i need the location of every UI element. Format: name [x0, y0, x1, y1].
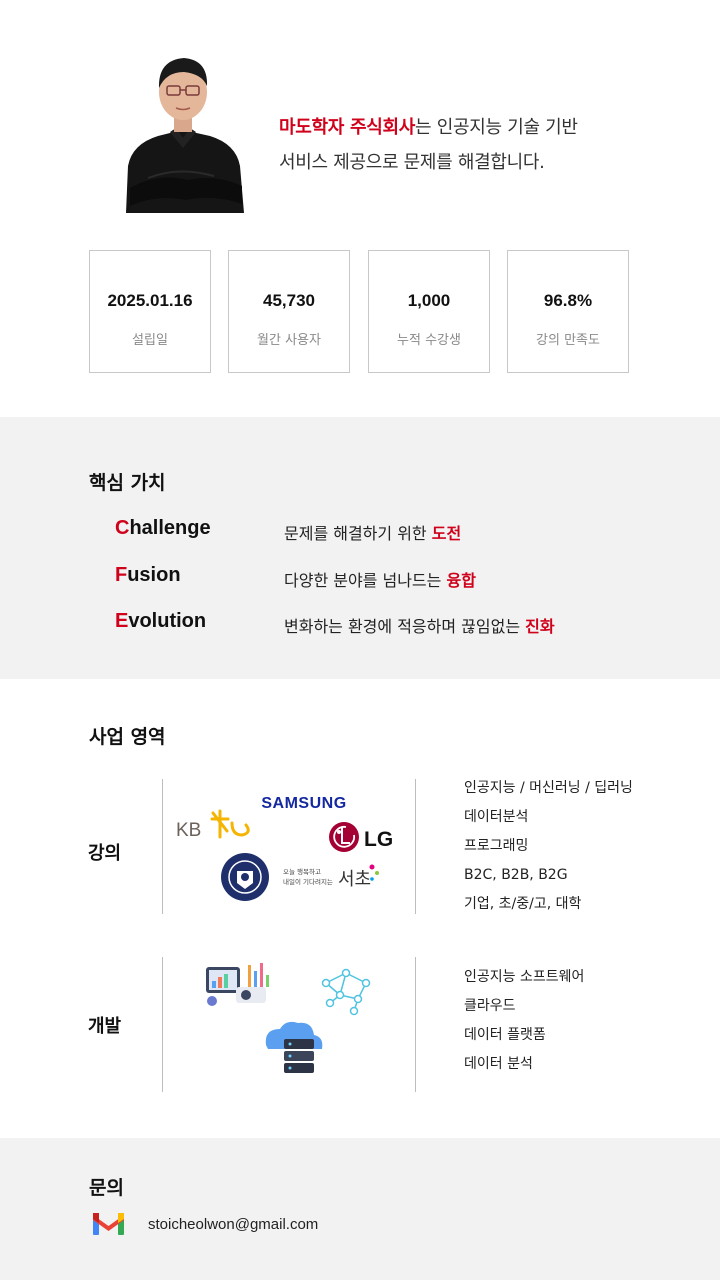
kb-logo: KB — [176, 820, 201, 841]
intro-line1: 는 인공지능 기술 기반 — [415, 117, 578, 138]
business-section: 사업 영역 강의 SAMSUNG KB LG 오늘 행복하 — [0, 679, 720, 1138]
divider — [415, 779, 416, 914]
value-initial: E — [115, 610, 129, 632]
dev-items: 인공지능 소프트웨어 클라우드 데이터 플랫폼 데이터 분석 — [464, 963, 584, 1079]
dev-item: 데이터 플랫폼 — [464, 1027, 546, 1043]
value-initial: F — [115, 564, 128, 586]
seocho-sparkle-icon — [369, 864, 379, 881]
stat-value: 45,730 — [263, 291, 315, 310]
stat-card-students: 1,000 누적 수강생 — [368, 250, 490, 373]
company-name: 마도학자 주식회사 — [279, 117, 416, 138]
samsung-logo: SAMSUNG — [261, 795, 346, 812]
seocho-slogan-1: 오늘 행복하고 — [283, 867, 321, 876]
stat-label: 설립일 — [132, 333, 168, 348]
stat-value: 96.8% — [543, 291, 593, 310]
value-rest: hallenge — [129, 517, 211, 539]
contact-title: 문의 — [89, 1177, 124, 1199]
stat-label: 월간 사용자 — [257, 333, 321, 348]
value-description: 변화하는 환경에 적응하며 끊임없는 진화 — [284, 613, 555, 637]
dev-label: 개발 — [88, 1016, 122, 1037]
value-description: 문제를 해결하기 위한 도전 — [284, 520, 461, 544]
lecture-items: 인공지능 / 머신러닝 / 딥러닝 데이터분석 프로그래밍 B2C, B2B, … — [464, 774, 633, 919]
dev-item: 데이터 분석 — [464, 1056, 533, 1072]
client-logos: SAMSUNG KB LG 오늘 행복하고 내일이 기다려지는 서초 — [176, 795, 393, 901]
stat-value: 1,000 — [407, 291, 451, 310]
seocho-logo: 서초 — [338, 869, 371, 890]
neural-network-icon — [321, 968, 371, 1016]
business-title: 사업 영역 — [89, 726, 166, 748]
gmail-icon — [93, 1213, 124, 1235]
lecture-item: 기업, 초/중/고, 대학 — [464, 896, 582, 912]
analytics-dashboard-icon — [206, 963, 269, 1006]
value-rest: volution — [128, 610, 207, 632]
stat-label: 강의 만족도 — [536, 333, 600, 348]
divider — [162, 779, 163, 914]
divider — [162, 957, 163, 1092]
value-word: Evolution — [115, 610, 206, 633]
contact-section: 문의 stoicheolwon@gmail.com — [0, 1138, 720, 1280]
value-desc-text: 다양한 분야를 넘나드는 — [284, 571, 447, 590]
stat-card-founded: 2025.01.16 설립일 — [89, 250, 211, 373]
dev-item: 클라우드 — [464, 998, 516, 1014]
stat-label: 누적 수강생 — [397, 333, 461, 348]
stat-value: 2025.01.16 — [107, 291, 193, 310]
lecture-label: 강의 — [88, 843, 122, 864]
intro-line2: 서비스 제공으로 문제를 해결합니다. — [279, 152, 545, 173]
value-word: Fusion — [115, 564, 181, 587]
value-highlight: 진화 — [525, 617, 555, 636]
value-initial: C — [115, 517, 130, 539]
lg-logo: LG — [364, 828, 393, 851]
dev-illustrations — [206, 963, 371, 1073]
divider — [415, 957, 416, 1092]
profile-photo — [126, 58, 244, 213]
lg-logo-icon — [329, 822, 359, 852]
company-intro: 마도학자 주식회사는 인공지능 기술 기반 서비스 제공으로 문제를 해결합니다… — [279, 110, 578, 180]
value-row-challenge: Challenge 문제를 해결하기 위한 도전 — [115, 517, 635, 547]
kb-star-icon — [210, 809, 250, 839]
dev-item: 인공지능 소프트웨어 — [464, 969, 585, 985]
lecture-item: B2C, B2B, B2G — [464, 867, 568, 883]
value-highlight: 융합 — [446, 571, 476, 590]
seocho-slogan-2: 내일이 기다려지는 — [283, 877, 333, 886]
hero-section: 마도학자 주식회사는 인공지능 기술 기반 서비스 제공으로 문제를 해결합니다… — [0, 0, 720, 417]
value-row-evolution: Evolution 변화하는 환경에 적응하며 끊임없는 진화 — [115, 610, 635, 640]
lecture-item: 프로그래밍 — [464, 838, 529, 854]
cloud-server-icon — [265, 1021, 323, 1073]
lecture-item: 데이터분석 — [464, 809, 529, 825]
value-desc-text: 문제를 해결하기 위한 — [284, 524, 432, 543]
value-description: 다양한 분야를 넘나드는 융합 — [284, 567, 476, 591]
core-values-section: 핵심 가치 Challenge 문제를 해결하기 위한 도전 Fusion 다양… — [0, 417, 720, 679]
university-seal-icon — [221, 853, 269, 901]
value-desc-text: 변화하는 환경에 적응하며 끊임없는 — [284, 617, 526, 636]
value-row-fusion: Fusion 다양한 분야를 넘나드는 융합 — [115, 564, 635, 594]
value-word: Challenge — [115, 517, 211, 540]
value-rest: usion — [127, 564, 181, 586]
value-highlight: 도전 — [431, 524, 462, 543]
core-values-title: 핵심 가치 — [89, 472, 166, 494]
stat-card-monthly-users: 45,730 월간 사용자 — [228, 250, 350, 373]
stats-row: 2025.01.16 설립일 45,730 월간 사용자 1,000 누적 수강… — [89, 250, 631, 373]
contact-email-link[interactable]: stoicheolwon@gmail.com — [148, 1216, 319, 1233]
stat-card-satisfaction: 96.8% 강의 만족도 — [507, 250, 629, 373]
lecture-item: 인공지능 / 머신러닝 / 딥러닝 — [464, 780, 633, 796]
